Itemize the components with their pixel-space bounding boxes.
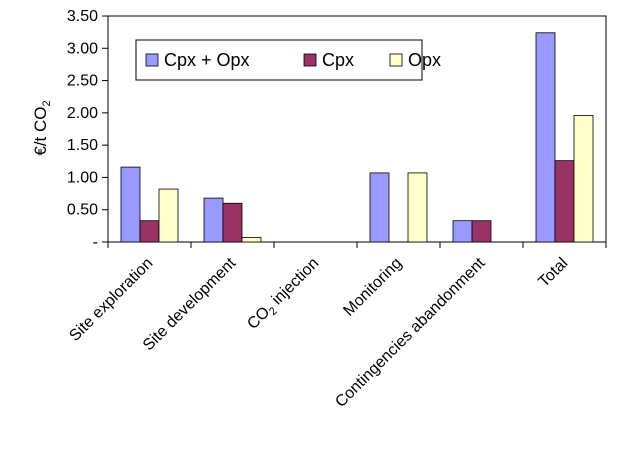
bar-cpx-opx-4 — [452, 220, 473, 243]
x-tick-label: CO2 injection — [244, 255, 324, 335]
y-axis-label: €/t CO2 — [31, 100, 53, 155]
bar-opx-5 — [573, 115, 594, 243]
bars — [120, 32, 594, 243]
bar-cpx-opx-1 — [203, 197, 224, 243]
y-axis: - 0.50 1.00 1.50 2.00 2.50 3.00 3.50 — [67, 8, 108, 251]
y-tick-label: 3.00 — [67, 40, 98, 57]
legend-label: Opx — [408, 50, 441, 70]
y-tick-label: 0.50 — [67, 202, 98, 219]
x-tick-label: Site development — [140, 254, 240, 354]
x-tick-label: Contingencies abandonment — [332, 254, 488, 410]
legend-label: Cpx — [322, 50, 354, 70]
x-tick-label: Monitoring — [340, 255, 405, 320]
y-tick-label: - — [93, 234, 98, 251]
y-tick-label: 1.50 — [67, 137, 98, 154]
y-tick-label: 2.00 — [67, 105, 98, 122]
bar-cpx-opx-0 — [120, 166, 141, 243]
legend-swatch — [303, 53, 317, 67]
legend-swatch — [389, 53, 403, 67]
y-tick-label: 3.50 — [67, 8, 98, 25]
x-tick-label: Site exploration — [66, 255, 156, 345]
bar-cpx-1 — [222, 202, 243, 243]
bar-opx-0 — [158, 188, 179, 243]
bar-opx-3 — [407, 172, 428, 243]
y-tick-label: 2.50 — [67, 73, 98, 90]
y-tick-label: 1.00 — [67, 169, 98, 186]
bar-cpx-opx-3 — [369, 172, 390, 243]
bar-cpx-4 — [471, 220, 492, 243]
legend-swatch — [145, 53, 159, 67]
bar-cpx-5 — [554, 160, 575, 243]
bar-opx-1 — [241, 237, 262, 243]
legend-box — [135, 39, 423, 81]
legend-label: Cpx + Opx — [164, 50, 250, 70]
x-tick-label: Total — [535, 255, 571, 291]
y-axis-title: €/t CO2 — [31, 100, 53, 155]
bar-cpx-0 — [139, 220, 160, 243]
legend: Cpx + Opx Cpx Opx — [135, 39, 441, 81]
bar-cpx-opx-5 — [535, 32, 556, 243]
